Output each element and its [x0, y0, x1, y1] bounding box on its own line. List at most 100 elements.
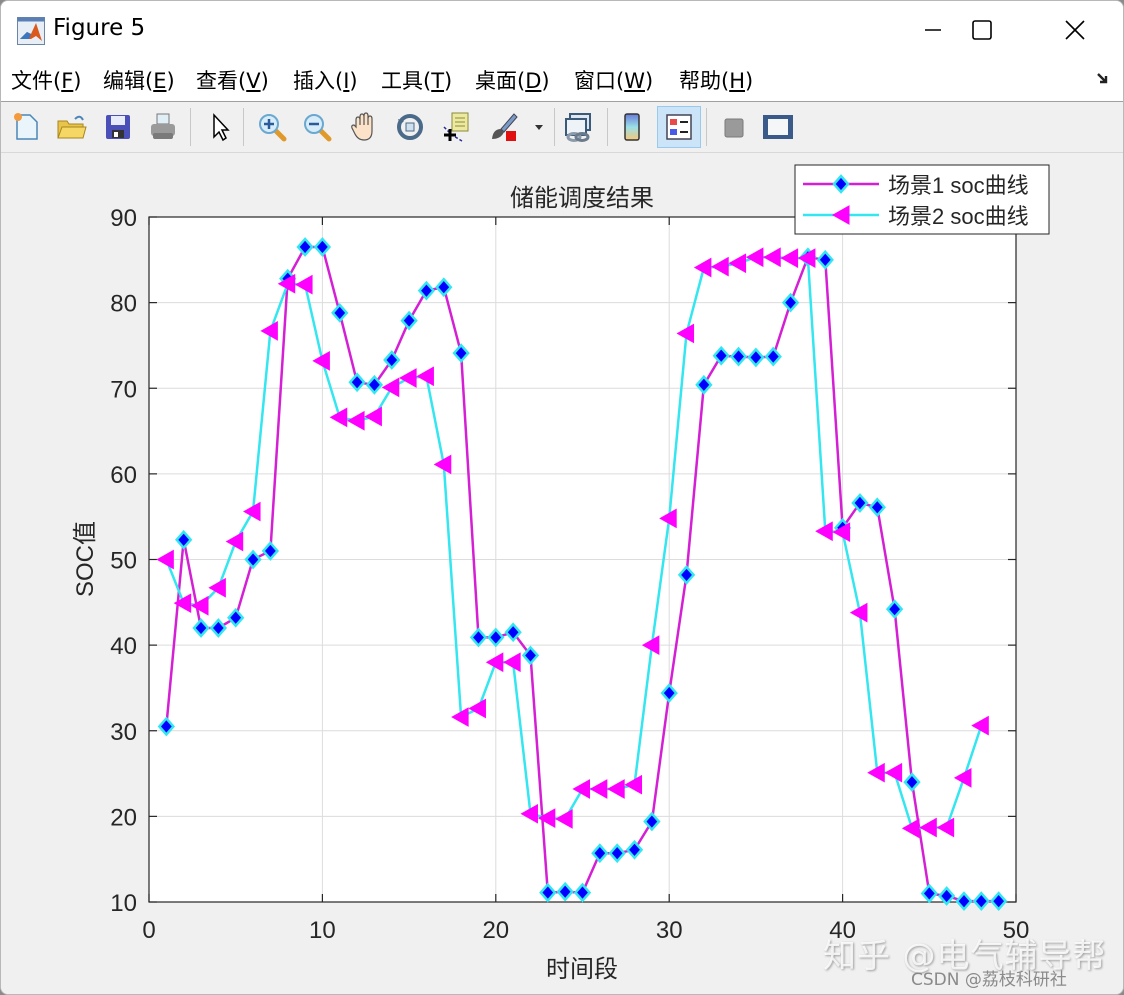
diamond-marker [816, 249, 834, 270]
menu-label: 工具( [381, 69, 432, 93]
link-plot-button[interactable] [559, 107, 597, 147]
minimize-icon [925, 29, 941, 31]
diamond-marker [539, 882, 557, 903]
y-tick-label: 60 [110, 462, 137, 489]
diamond-marker [643, 811, 661, 832]
print-figure-button[interactable] [144, 107, 182, 147]
diamond-marker [469, 627, 488, 648]
x-tick-label: 0 [142, 917, 155, 944]
diamond-marker [244, 549, 262, 570]
toolbar-separator [706, 108, 707, 146]
brush-button[interactable] [484, 107, 522, 147]
y-axis-label: SOC值 [72, 521, 99, 597]
triangle-marker [780, 248, 799, 268]
figure-toolbar [1, 102, 1123, 153]
triangle-marker [381, 377, 400, 398]
menu-accelerator: T [431, 69, 445, 93]
triangle-marker [364, 406, 382, 427]
rotate-3d-button[interactable] [391, 107, 429, 147]
maximize-button[interactable] [952, 9, 1012, 51]
triangle-marker [815, 521, 833, 542]
legend[interactable]: 场景1 soc曲线 场景2 soc曲线 [794, 164, 1050, 235]
zoom-out-icon [304, 114, 332, 142]
triangle-marker [711, 256, 729, 277]
triangle-marker [295, 274, 313, 295]
menu-label: 插入( [293, 69, 344, 93]
csdn-watermark: CSDN @荔枝科研社 [911, 970, 1067, 990]
diamond-marker [764, 346, 782, 367]
title-bar: Figure 5 [1, 1, 1123, 59]
diamond-marker [400, 310, 418, 331]
menu-view[interactable]: 查看(V) [196, 65, 269, 95]
save-figure-button[interactable] [99, 107, 137, 147]
brush-dropdown-button[interactable] [529, 107, 549, 147]
menu-accelerator: H [729, 69, 745, 93]
pointer-arrow-icon [213, 113, 230, 142]
new-figure-button[interactable] [7, 107, 45, 147]
toolbar-separator [243, 108, 244, 146]
menu-label: 帮助( [679, 69, 730, 93]
y-tick-label: 50 [110, 548, 137, 575]
open-file-button[interactable] [52, 107, 90, 147]
diamond-marker [695, 374, 713, 395]
diamond-marker [435, 277, 453, 298]
diamond-marker [417, 280, 436, 301]
menu-insert[interactable]: 插入(I) [293, 65, 358, 95]
diamond-marker [903, 772, 921, 793]
diamond-marker [383, 350, 401, 370]
diamond-marker [747, 347, 765, 368]
menu-help[interactable]: 帮助(H) [679, 65, 753, 95]
show-plot-tools-button[interactable] [759, 107, 797, 147]
toolbar-separator [607, 108, 608, 146]
triangle-marker [745, 247, 764, 268]
diamond-marker [331, 303, 349, 323]
menu-suffix: ) [444, 69, 453, 93]
x-tick-label: 40 [829, 917, 856, 944]
triangle-marker [555, 809, 573, 829]
diamond-marker [348, 372, 366, 393]
diamond-marker [781, 292, 800, 313]
x-tick-label: 20 [482, 917, 509, 944]
insert-legend-button[interactable] [657, 106, 701, 148]
show-plot-tools-icon [763, 115, 793, 139]
menu-accelerator: I [343, 69, 350, 93]
diamond-marker [677, 565, 696, 585]
triangle-marker [589, 779, 608, 799]
rotate-3d-icon [397, 114, 423, 140]
insert-colorbar-button[interactable] [613, 107, 651, 147]
pan-button[interactable] [345, 107, 383, 147]
data-cursor-button[interactable] [437, 107, 475, 147]
triangle-marker [607, 779, 625, 799]
zoom-out-button[interactable] [298, 107, 336, 147]
diamond-marker [868, 497, 886, 518]
chart-title: 储能调度结果 [510, 185, 654, 212]
close-button[interactable] [1045, 9, 1105, 51]
dock-figure-icon[interactable] [1095, 71, 1111, 87]
diamond-marker [885, 599, 904, 620]
y-tick-label: 30 [110, 719, 137, 746]
diamond-marker [504, 622, 522, 643]
x-axis-label: 时间段 [546, 956, 618, 983]
menu-edit[interactable]: 编辑(E) [103, 65, 175, 95]
menu-tools[interactable]: 工具(T) [381, 65, 452, 95]
triangle-marker [156, 549, 174, 570]
diamond-marker [729, 346, 748, 367]
diamond-marker [573, 882, 592, 903]
menu-file[interactable]: 文件(F) [11, 65, 82, 95]
edit-plot-button[interactable] [201, 107, 239, 147]
window-title: Figure 5 [53, 15, 146, 41]
menu-window[interactable]: 窗口(W) [574, 65, 653, 95]
hide-plot-tools-button[interactable] [714, 107, 752, 147]
menu-desktop[interactable]: 桌面(D) [475, 65, 550, 95]
zoom-in-button[interactable] [253, 107, 291, 147]
triangle-marker [936, 817, 955, 838]
diamond-marker [660, 683, 678, 703]
triangle-marker [451, 707, 469, 727]
minimize-button[interactable] [903, 9, 963, 51]
hide-plot-tools-icon [724, 118, 744, 138]
diamond-marker [556, 881, 574, 902]
triangle-marker [416, 366, 434, 387]
